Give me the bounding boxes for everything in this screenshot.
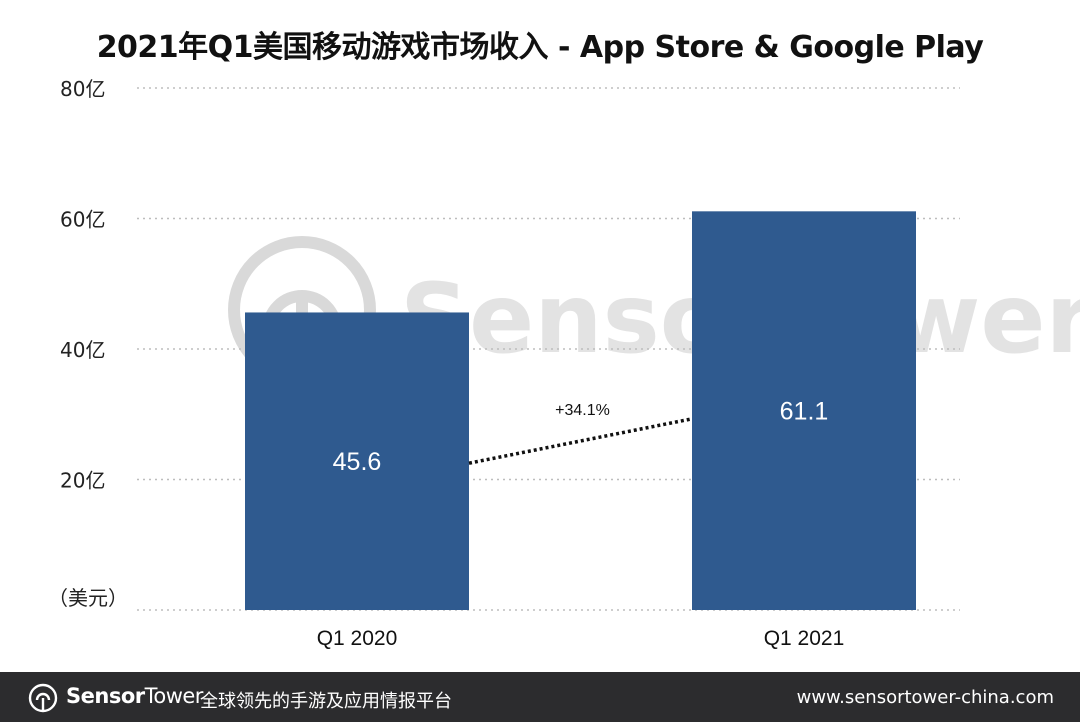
chart-title: 2021年Q1美国移动游戏市场收入 - App Store & Google P… [96,30,984,65]
footer-website[interactable]: www.sensortower-china.com [796,687,1054,708]
bar [245,312,469,610]
growth-label: +34.1% [555,402,610,419]
growth-annotation: +34.1% [468,402,693,465]
y-tick-label: 20亿 [60,469,105,493]
bar [692,211,916,610]
y-tick-label: 80亿 [60,77,105,101]
bars: 45.6 Q1 2020 61.1 Q1 2021 [245,211,916,650]
y-tick-label: 60亿 [60,208,105,232]
footer-bar: SensorTower 全球领先的手游及应用情报平台 www.sensortow… [0,672,1080,722]
bar-value-label: 45.6 [333,448,382,476]
growth-connector [468,417,693,465]
sensortower-logo-icon [28,683,58,713]
bar-value-label: 61.1 [780,398,829,426]
footer-tagline: 全球领先的手游及应用情报平台 [200,691,452,712]
footer-brand-bold: Sensor [66,684,145,708]
y-axis-ticks: 20亿 40亿 60亿 80亿 （美元） [48,77,128,610]
y-tick-label: 40亿 [60,338,105,362]
y-unit-label: （美元） [48,586,128,610]
footer-brand-rest: Tower [144,684,204,708]
x-category-label: Q1 2021 [764,627,845,650]
x-category-label: Q1 2020 [317,627,398,650]
footer-brand: SensorTower [66,684,203,708]
